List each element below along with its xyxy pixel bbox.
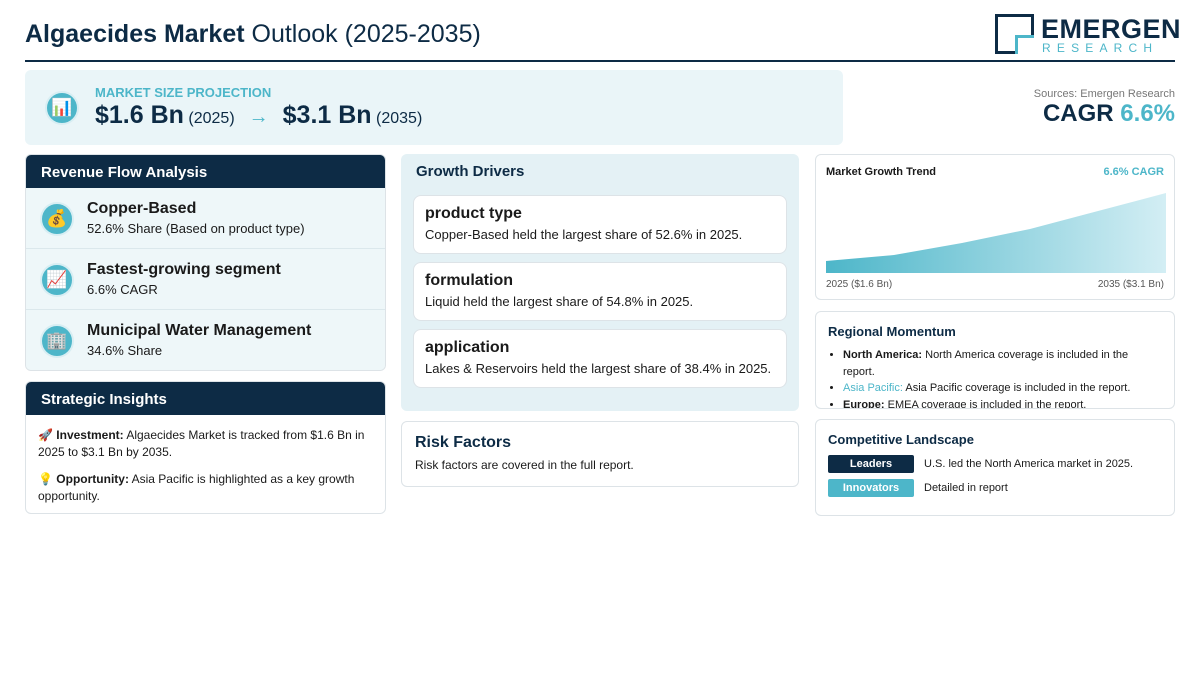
landscape-row: Leaders U.S. led the North America market… xyxy=(828,455,1162,473)
item-detail: 52.6% Share (Based on product type) xyxy=(87,221,305,236)
cagr-label: CAGR xyxy=(1042,100,1114,127)
region-text: Asia Pacific coverage is included in the… xyxy=(905,382,1131,394)
insight-text: Algaecides Market is tracked from $1.6 B… xyxy=(38,428,365,459)
region-list: North America: North America coverage is… xyxy=(828,347,1162,409)
strategic-insights: Strategic Insights 🚀 Investment: Algaeci… xyxy=(25,381,386,514)
driver-card: application Lakes & Reservoirs held the l… xyxy=(413,329,787,388)
icon: 📈 xyxy=(40,263,74,297)
insight-label: Opportunity: xyxy=(56,472,129,486)
item-title: Fastest-growing segment xyxy=(87,261,281,278)
logo-bottom: RESEARCH xyxy=(1042,41,1159,55)
icon: 📊 xyxy=(45,91,79,125)
driver-text: Liquid held the largest share of 54.8% i… xyxy=(425,294,694,309)
section-title: Growth Drivers xyxy=(416,163,525,180)
divider xyxy=(25,60,1175,62)
arrow: → xyxy=(248,106,269,128)
competitive-landscape: Competitive Landscape Leaders U.S. led th… xyxy=(815,419,1175,516)
growth-trend: Market Growth Trend 6.6% CAGR 2025 ($1.6… xyxy=(815,154,1175,300)
insight: 🚀 Investment: Algaecides Market is track… xyxy=(38,427,373,461)
region-name: Asia Pacific: xyxy=(843,382,903,394)
icon: 💰 xyxy=(40,202,74,236)
regional-momentum: Regional Momentum North America: North A… xyxy=(815,311,1175,409)
region-name: Europe: xyxy=(843,398,885,409)
projection-box: 📊 MARKET SIZE PROJECTION $1.6 Bn (2025) →… xyxy=(25,70,843,145)
end-year: (2035) xyxy=(376,110,423,127)
item-title: Municipal Water Management xyxy=(87,322,312,339)
trend-start: 2025 ($1.6 Bn) xyxy=(826,279,893,290)
risk-text: Risk factors are covered in the full rep… xyxy=(415,458,634,472)
region-text: EMEA coverage is included in the report. xyxy=(887,398,1087,409)
area xyxy=(826,193,1166,273)
trend-title: Market Growth Trend xyxy=(826,166,937,178)
title: Algaecides Market Outlook (2025-2035) xyxy=(25,20,481,49)
insight-text: Asia Pacific is highlighted as a key gro… xyxy=(38,472,355,503)
region-item: Europe: EMEA coverage is included in the… xyxy=(843,397,1162,409)
region-item: North America: North America coverage is… xyxy=(843,347,1162,380)
revenue-flow: Revenue Flow Analysis 💰 Copper-Based 52.6%… xyxy=(25,154,386,371)
section-title: Risk Factors xyxy=(415,434,512,451)
icon: 🚀 xyxy=(38,428,53,442)
section-title: Regional Momentum xyxy=(828,324,956,339)
cagr: CAGR 6.6% xyxy=(1043,100,1175,128)
region-text: North America coverage is included in th… xyxy=(843,349,1129,378)
flow-item: 🏢 Municipal Water Management 34.6% Share xyxy=(26,310,385,370)
section-title: Strategic Insights xyxy=(26,382,385,415)
item-title: Copper-Based xyxy=(87,200,197,217)
trend-area xyxy=(826,193,1166,273)
logo: EMERGEN RESEARCH xyxy=(995,14,1181,56)
driver-card: product type Copper-Based held the larges… xyxy=(413,195,787,254)
driver-text: Lakes & Reservoirs held the largest shar… xyxy=(425,361,772,376)
trend-badge: 6.6% CAGR xyxy=(1103,166,1164,178)
logo-top: EMERGEN xyxy=(1041,14,1182,44)
flow-item: 💰 Copper-Based 52.6% Share (Based on produ… xyxy=(26,188,385,249)
projection-values: $1.6 Bn (2025) → $3.1 Bn (2035) xyxy=(95,101,422,130)
insight: 💡 Opportunity: Asia Pacific is highlight… xyxy=(38,471,373,505)
row-text: U.S. led the North America market in 202… xyxy=(924,458,1134,470)
trend-end: 2035 ($3.1 Bn) xyxy=(1097,279,1164,290)
row-text: Detailed in report xyxy=(924,482,1008,494)
cagr-value: 6.6% xyxy=(1120,100,1175,127)
projection-label: MARKET SIZE PROJECTION xyxy=(95,85,272,100)
insight-label: Investment: xyxy=(56,428,124,442)
source: Sources: Emergen Research xyxy=(1033,88,1175,100)
landscape-row: Innovators Detailed in report xyxy=(828,479,1162,497)
growth-drivers: Growth Drivers product type Copper-Based … xyxy=(401,154,799,411)
start-value: $1.6 Bn xyxy=(95,101,184,129)
driver-text: Copper-Based held the largest share of 5… xyxy=(425,227,743,242)
tag: Innovators xyxy=(828,479,914,497)
driver-title: product type xyxy=(425,205,522,222)
logo-mark xyxy=(995,14,1034,54)
section-title: Competitive Landscape xyxy=(828,432,974,447)
title-rest: Outlook (2025-2035) xyxy=(251,20,481,48)
section-title: Revenue Flow Analysis xyxy=(26,155,385,188)
item-detail: 6.6% CAGR xyxy=(87,282,158,297)
title-bold: Algaecides Market xyxy=(25,20,245,48)
driver-card: formulation Liquid held the largest share… xyxy=(413,262,787,321)
region-name: North America: xyxy=(843,349,923,361)
tag: Leaders xyxy=(828,455,914,473)
driver-title: formulation xyxy=(425,272,513,289)
driver-title: application xyxy=(425,339,510,356)
risk-factors: Risk Factors Risk factors are covered in… xyxy=(401,421,799,487)
icon: 🏢 xyxy=(40,324,74,358)
region-item: Asia Pacific: Asia Pacific coverage is i… xyxy=(843,380,1162,397)
end-value: $3.1 Bn xyxy=(282,101,372,129)
item-detail: 34.6% Share xyxy=(87,343,163,358)
icon: 💡 xyxy=(38,472,53,486)
flow-item: 📈 Fastest-growing segment 6.6% CAGR xyxy=(26,249,385,310)
start-year: (2025) xyxy=(188,110,235,127)
